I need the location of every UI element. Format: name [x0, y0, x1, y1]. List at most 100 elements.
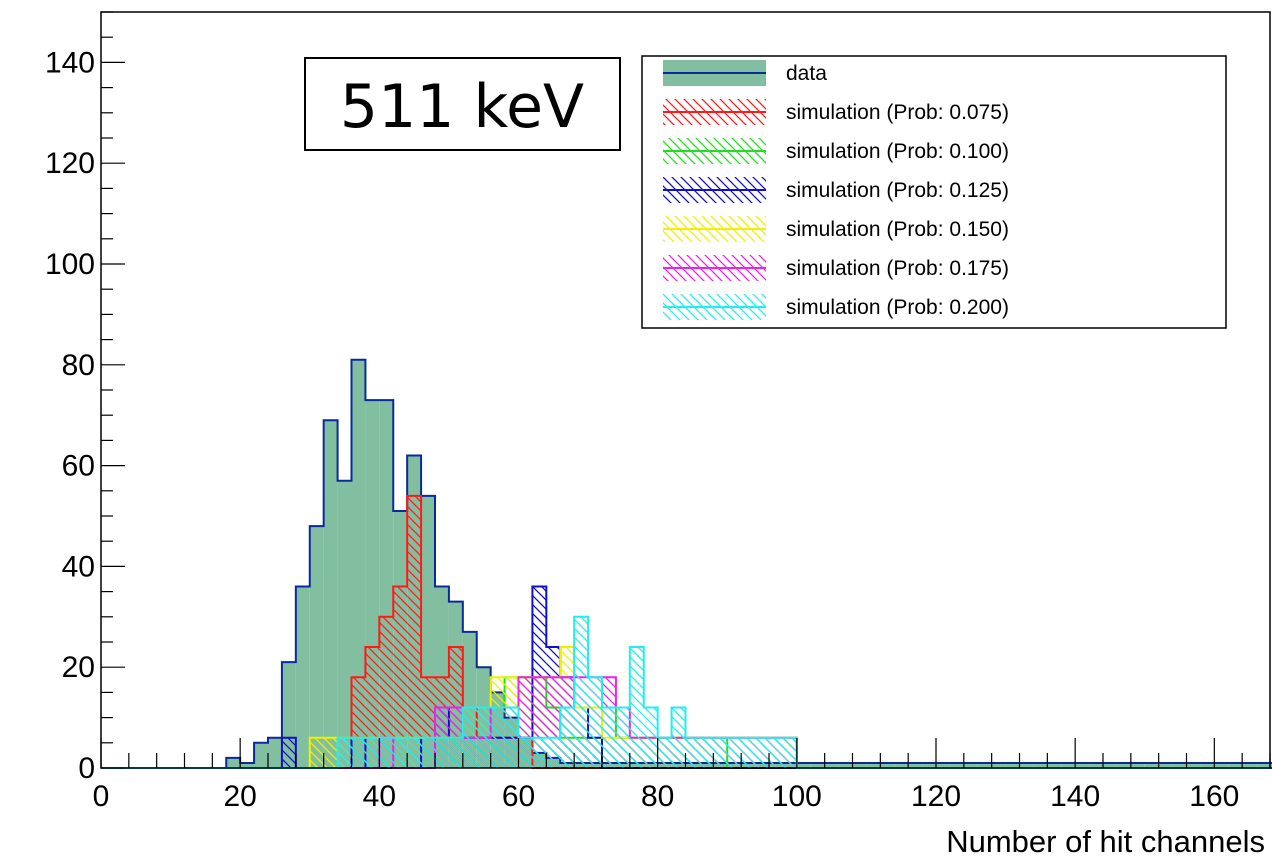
bin-6-3: [379, 737, 394, 768]
bin-6-20: [615, 707, 630, 768]
y-tick-label: 140: [45, 46, 95, 79]
bin-6-0: [337, 737, 352, 768]
bin-6-24: [671, 707, 686, 768]
bin-0-5: [295, 586, 310, 768]
bin-6-14: [532, 737, 547, 768]
bin-0-70: [1200, 762, 1215, 768]
bin-0-6: [309, 526, 324, 768]
x-tick-label: 40: [363, 780, 396, 813]
bin-0-69: [1186, 762, 1201, 768]
bin-0-66: [1144, 762, 1159, 768]
bin-0-67: [1158, 762, 1173, 768]
bin-6-7: [435, 737, 449, 768]
bin-6-17: [574, 616, 589, 768]
bin-4-0: [309, 737, 324, 768]
bin-6-11: [490, 707, 505, 768]
bin-6-18: [588, 677, 602, 768]
bin-6-23: [657, 737, 672, 768]
bin-0-56: [1005, 762, 1020, 768]
bin-6-28: [727, 737, 742, 768]
bin-6-32: [782, 737, 797, 768]
annotation-text: 511 keV: [340, 72, 584, 142]
legend-label-3: simulation (Prob: 0.125): [786, 179, 1009, 202]
legend-entry-6: simulation (Prob: 0.200): [663, 294, 1009, 320]
bin-0-42: [810, 762, 825, 768]
legend-entry-2: simulation (Prob: 0.100): [663, 138, 1009, 164]
legend-label-5: simulation (Prob: 0.175): [786, 257, 1009, 280]
bin-6-26: [699, 737, 714, 768]
bin-0-45: [852, 762, 867, 768]
bin-1-4: [407, 495, 422, 768]
bin-0-48: [894, 762, 909, 768]
bin-6-5: [407, 737, 422, 768]
legend-entry-4: simulation (Prob: 0.150): [663, 216, 1009, 242]
bin-6-9: [462, 707, 477, 768]
bin-1-3: [393, 586, 408, 768]
x-tick-label: 0: [93, 780, 110, 813]
series-outline-6: [101, 615, 1270, 769]
bin-3-0: [281, 737, 296, 768]
annotation-frame: [304, 57, 621, 151]
y-tick-label: 100: [45, 248, 95, 281]
bin-0-60: [1061, 762, 1076, 768]
bin-0-0: [226, 757, 241, 768]
bin-6-8: [448, 737, 463, 768]
tick-labels-layer: 0 20 40 60 80 100 120 140 160 0 20 40 60 80 100 120 140: [45, 46, 1239, 813]
y-tick-label: 120: [45, 147, 95, 180]
bin-0-62: [1089, 762, 1103, 768]
series-6: [101, 615, 1270, 769]
bin-0-2: [254, 742, 268, 768]
bin-0-8: [337, 480, 352, 768]
bin-6-27: [713, 737, 728, 768]
x-tick-label: 120: [911, 780, 961, 813]
bin-0-41: [796, 762, 811, 768]
bin-0-68: [1172, 762, 1187, 768]
bin-6-29: [741, 737, 756, 768]
bin-6-12: [504, 707, 519, 768]
bin-0-46: [866, 762, 881, 768]
bin-0-49: [908, 762, 923, 768]
legend-label-4: simulation (Prob: 0.150): [786, 218, 1009, 241]
bin-0-54: [977, 762, 992, 768]
bin-0-47: [880, 762, 895, 768]
series-layer: [101, 358, 1272, 769]
bin-6-31: [769, 737, 783, 768]
bin-0-53: [963, 762, 978, 768]
bin-0-50: [922, 762, 936, 768]
legend-entry-5: simulation (Prob: 0.175): [663, 255, 1009, 281]
legend-label-1: simulation (Prob: 0.075): [786, 101, 1009, 124]
bin-6-13: [518, 737, 533, 768]
legend-label-0: data: [786, 62, 827, 85]
x-tick-label: 160: [1189, 780, 1239, 813]
bin-6-25: [685, 737, 700, 768]
bin-6-16: [560, 707, 575, 768]
bin-0-74: [1256, 762, 1270, 768]
bin-0-58: [1033, 762, 1048, 768]
bin-0-51: [936, 762, 950, 768]
bin-6-4: [393, 737, 408, 768]
legend: data simulation (Prob: 0.075) simulation (…: [641, 55, 1227, 329]
y-tick-label: 60: [62, 450, 95, 483]
bin-0-57: [1019, 762, 1034, 768]
bin-6-21: [629, 647, 644, 768]
legend-label-2: simulation (Prob: 0.100): [786, 140, 1009, 163]
legend-entry-1: simulation (Prob: 0.075): [663, 99, 1009, 125]
bin-0-52: [949, 762, 964, 768]
bin-6-22: [643, 707, 658, 768]
ticks-layer: [100, 11, 1271, 769]
x-tick-label: 60: [502, 780, 535, 813]
bin-6-15: [546, 737, 561, 768]
bin-4-1: [323, 737, 338, 768]
bin-0-3: [268, 737, 282, 768]
bin-0-1: [240, 762, 255, 768]
x-tick-label: 140: [1050, 780, 1100, 813]
bin-0-65: [1130, 762, 1145, 768]
bin-1-2: [379, 616, 394, 768]
bin-6-2: [365, 737, 380, 768]
bin-0-43: [824, 762, 839, 768]
bin-0-63: [1103, 762, 1117, 768]
bin-6-1: [351, 737, 366, 768]
x-tick-label: 100: [772, 780, 822, 813]
bin-0-71: [1214, 762, 1229, 768]
